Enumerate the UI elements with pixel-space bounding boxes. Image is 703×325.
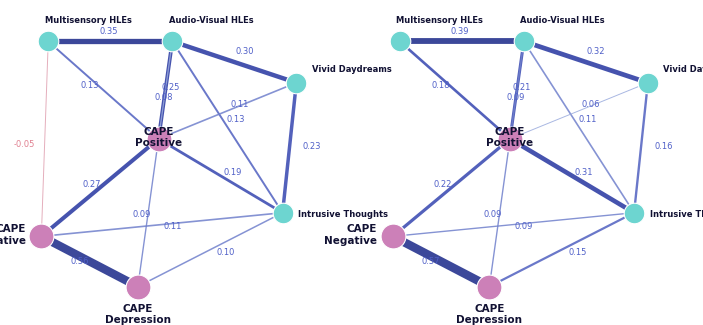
Point — [36, 234, 47, 239]
Point — [628, 210, 640, 215]
Text: 0.06: 0.06 — [582, 100, 600, 110]
Text: Intrusive Thoughts: Intrusive Thoughts — [650, 210, 703, 219]
Text: Audio-Visual HLEs: Audio-Visual HLEs — [520, 16, 605, 25]
Text: CAPE
Negative: CAPE Negative — [0, 224, 26, 246]
Text: 0.31: 0.31 — [575, 168, 593, 177]
Text: 0.18: 0.18 — [432, 81, 451, 90]
Text: Audio-Visual HLEs: Audio-Visual HLEs — [169, 16, 254, 25]
Point — [132, 284, 143, 289]
Point — [518, 39, 529, 44]
Text: 0.39: 0.39 — [451, 27, 470, 35]
Text: CAPE
Depression: CAPE Depression — [456, 304, 522, 325]
Text: CAPE
Depression: CAPE Depression — [105, 304, 171, 325]
Text: 0.11: 0.11 — [231, 100, 249, 110]
Point — [153, 136, 164, 141]
Point — [43, 39, 54, 44]
Text: 0.22: 0.22 — [434, 180, 452, 189]
Text: 0.09: 0.09 — [506, 93, 524, 102]
Text: 0.19: 0.19 — [224, 168, 242, 177]
Text: CAPE
Negative: CAPE Negative — [324, 224, 378, 246]
Text: 0.11: 0.11 — [579, 115, 597, 124]
Text: 0.08: 0.08 — [155, 93, 173, 102]
Text: 0.10: 0.10 — [217, 248, 235, 257]
Point — [167, 39, 178, 44]
Text: 0.09: 0.09 — [515, 222, 533, 230]
Text: 0.13: 0.13 — [80, 81, 99, 90]
Text: 0.09: 0.09 — [484, 210, 502, 219]
Text: 0.11: 0.11 — [163, 222, 181, 230]
Text: 0.23: 0.23 — [302, 142, 321, 151]
Text: 0.30: 0.30 — [236, 47, 254, 56]
Point — [504, 136, 515, 141]
Text: Intrusive Thoughts: Intrusive Thoughts — [298, 210, 388, 219]
Text: 0.16: 0.16 — [654, 142, 673, 151]
Text: 0.32: 0.32 — [587, 47, 605, 56]
Point — [394, 39, 406, 44]
Text: 0.15: 0.15 — [568, 248, 586, 257]
Text: 0.27: 0.27 — [82, 180, 101, 189]
Point — [291, 80, 302, 85]
Text: Multisensory HLEs: Multisensory HLEs — [45, 16, 131, 25]
Text: Vivid Daydreams: Vivid Daydreams — [312, 65, 392, 74]
Text: 0.57: 0.57 — [422, 257, 440, 266]
Text: Vivid Daydreams: Vivid Daydreams — [664, 65, 703, 74]
Text: 0.56: 0.56 — [70, 257, 89, 266]
Point — [643, 80, 654, 85]
Text: -0.05: -0.05 — [13, 140, 35, 149]
Point — [277, 210, 288, 215]
Text: CAPE
Positive: CAPE Positive — [486, 126, 534, 148]
Text: 0.09: 0.09 — [132, 210, 150, 219]
Text: 0.21: 0.21 — [513, 83, 531, 92]
Text: 0.13: 0.13 — [227, 115, 245, 124]
Text: CAPE
Positive: CAPE Positive — [135, 126, 182, 148]
Text: Multisensory HLEs: Multisensory HLEs — [396, 16, 483, 25]
Point — [484, 284, 495, 289]
Text: 0.25: 0.25 — [162, 83, 180, 92]
Point — [387, 234, 399, 239]
Text: 0.35: 0.35 — [99, 27, 118, 35]
